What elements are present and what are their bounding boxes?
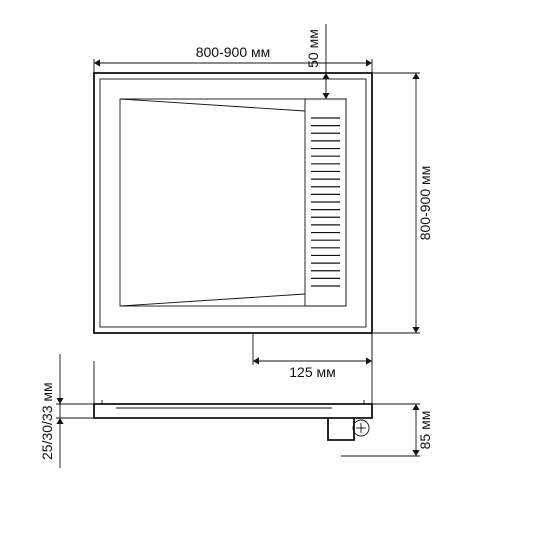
dim-85: 85 мм <box>417 411 433 450</box>
dim-125: 125 мм <box>289 364 336 380</box>
dim-50: 50 мм <box>305 29 321 68</box>
top-view <box>94 73 372 333</box>
dim-height: 800-900 мм <box>417 166 433 241</box>
side-view <box>94 400 372 440</box>
dim-thick: 25/30/33 мм <box>39 382 55 460</box>
dim-width: 800-900 мм <box>196 44 271 60</box>
